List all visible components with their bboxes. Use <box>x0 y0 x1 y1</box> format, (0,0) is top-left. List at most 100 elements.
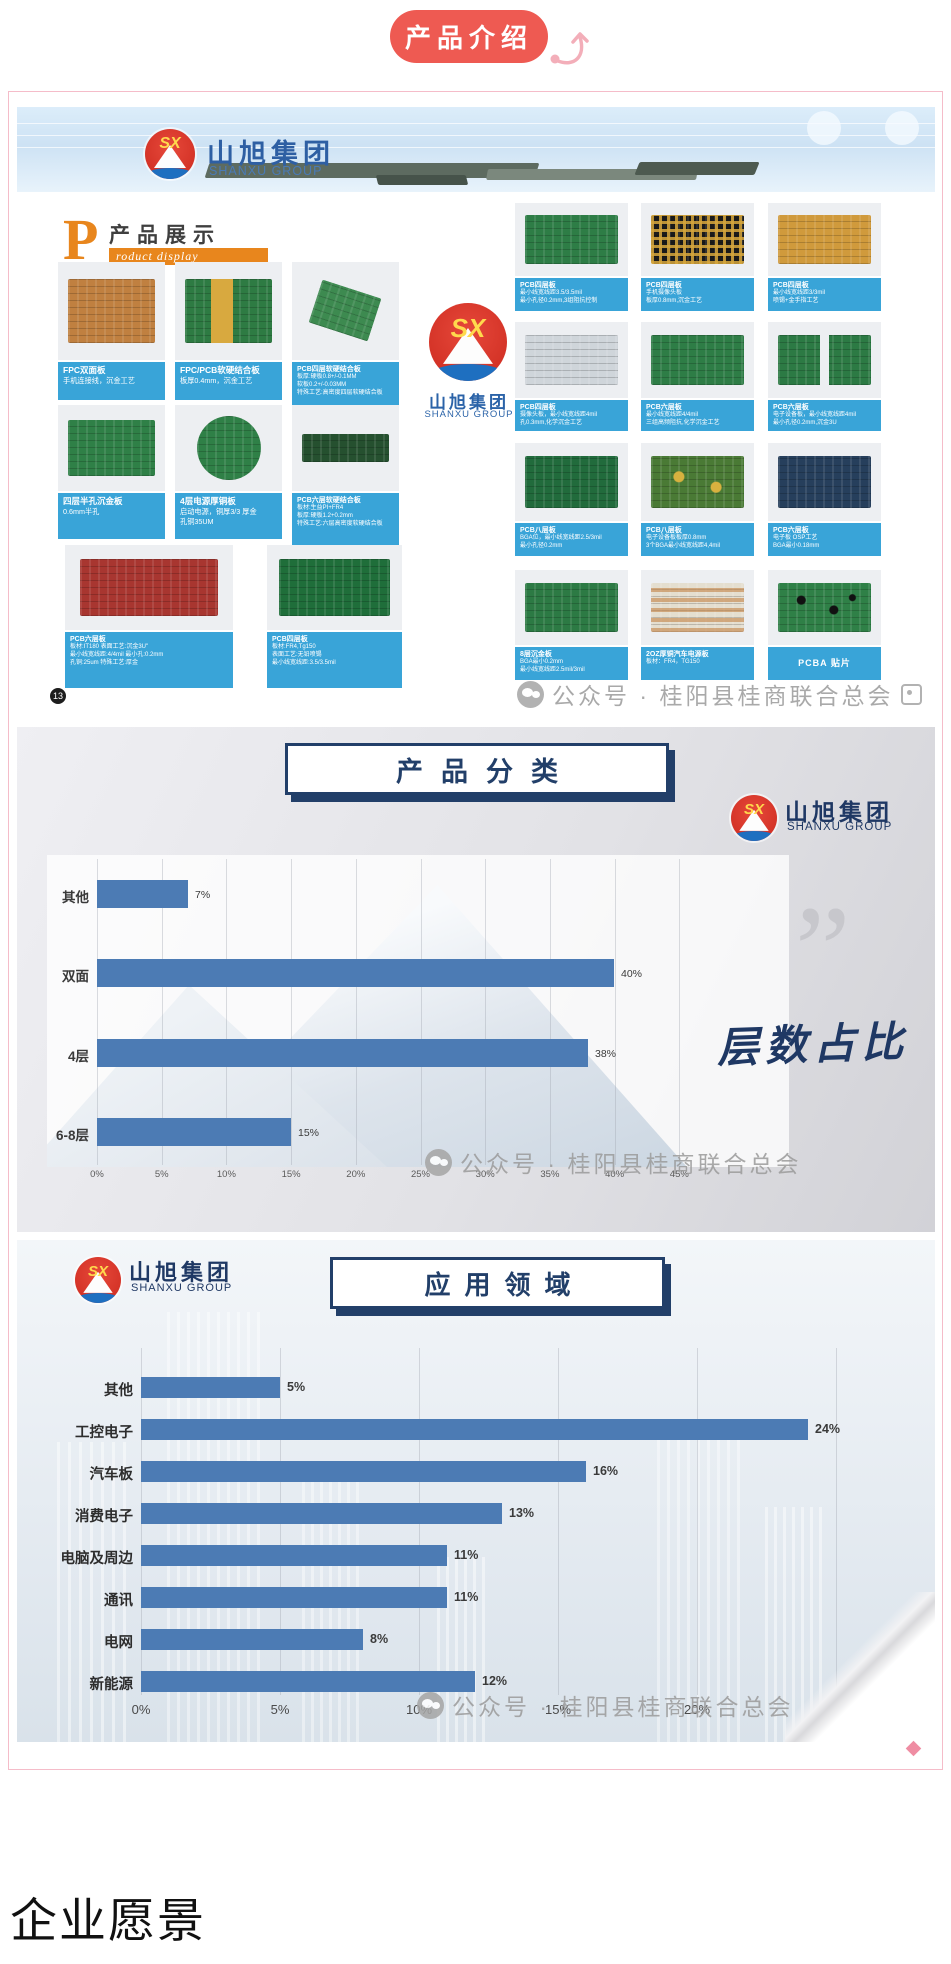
bar <box>141 1587 447 1608</box>
brand-name-cn: 山旭集团 <box>785 799 893 825</box>
value-label: 7% <box>195 889 211 901</box>
gold-green-board-photo <box>641 443 754 521</box>
dense-green-board-photo <box>515 443 628 521</box>
x-axis-tick: 0% <box>131 1702 151 1717</box>
category-label: 电脑及周边 <box>60 1551 134 1567</box>
category-label: 新能源 <box>89 1677 134 1693</box>
shanxu-logo-icon: SX <box>731 795 777 841</box>
gridline <box>291 859 293 1165</box>
category-label: 消费电子 <box>75 1509 133 1525</box>
x-axis-tick: 40% <box>605 1169 625 1180</box>
value-label: 40% <box>621 968 643 981</box>
gridline <box>355 859 357 1165</box>
building-silhouette <box>57 1442 127 1742</box>
vision-heading: 企业愿景 <box>10 1896 206 1948</box>
pink-diamond-decor <box>905 1740 922 1757</box>
chart-annotation: 层数占比 <box>716 1019 910 1073</box>
chart-title-banner: 应用领域 <box>330 1257 665 1309</box>
x-axis-tick: 30% <box>475 1169 495 1180</box>
two-green-boards-photo <box>768 322 881 398</box>
gridline <box>485 859 487 1165</box>
x-axis-tick: 20% <box>683 1702 711 1717</box>
gridline <box>836 1348 837 1695</box>
green-halfhole-board-photo <box>58 405 165 491</box>
article-content-frame: SX 山旭集团 SHANXU GROUP P 产品展示 roduct displ… <box>8 91 943 1770</box>
value-label: 5% <box>287 1380 306 1394</box>
gridline <box>420 859 422 1165</box>
blue-board-photo <box>768 443 881 521</box>
gridline <box>697 1348 698 1695</box>
application-field-chart-figure[interactable]: SX 山旭集团 SHANXU GROUP 应用领域 0%5%10%15%20%2… <box>17 1240 935 1742</box>
gold-finger-board-photo <box>768 203 881 276</box>
gridline <box>558 1348 559 1695</box>
bar <box>97 880 188 908</box>
product-card-label: PCB六层板 电子设备板，最小线宽线距4mil 最小孔径0.2mm,沉金3U <box>768 400 881 431</box>
shanxu-logo-icon: SX <box>429 303 507 381</box>
product-category-chart-figure[interactable]: 产品分类 SX 山旭集团 SHANXU GROUP 0% 5% 10% 15% 20% 2… <box>17 727 935 1232</box>
circuit-node-decor <box>807 111 841 145</box>
building-silhouette <box>657 1432 742 1742</box>
product-card-label: PCB四层板 摄像头板，最小线宽线距4mil 孔0.3mm,化学沉金工艺 <box>515 400 628 431</box>
chart-title-banner: 产品分类 <box>285 743 669 795</box>
gridline <box>226 859 228 1165</box>
product-card-label: FPC双面板 手机连接线，沉金工艺 <box>58 362 165 400</box>
green-board-photo <box>515 203 628 276</box>
section-title-initial: P <box>63 207 99 272</box>
watermark: 公众号 · 桂阳县桂商联合总会 <box>425 1145 801 1179</box>
brand-name-en: SHANXU GROUP <box>131 1282 233 1294</box>
page-number-badge: 13 <box>50 688 66 704</box>
round-power-board-photo <box>175 405 282 491</box>
product-card-label: PCB四层板 最小线宽线距3.5/3.5mil 最小孔径0.2mm,3组阻抗控制 <box>515 278 628 311</box>
bar <box>141 1503 502 1524</box>
x-axis-tick: 5% <box>154 1169 169 1180</box>
product-card-label: 8层沉金板 BGA最小0.2mm 最小线宽线距2.5mil/3mil <box>515 647 628 680</box>
value-label: 38% <box>595 1047 617 1060</box>
page-curl-decor <box>785 1592 935 1742</box>
value-label: 11% <box>454 1590 479 1604</box>
product-card-label: PCB六层板 板材:IT180 表面工艺:沉金3U" 最小线宽线距:4/4mil 最… <box>65 632 233 688</box>
value-label: 11% <box>454 1548 479 1562</box>
wechat-icon <box>517 680 544 708</box>
component-silhouette <box>634 162 760 175</box>
building-silhouette <box>302 1482 364 1742</box>
product-card-label: 四层半孔沉金板 0.6mm半孔 <box>58 493 165 539</box>
component-silhouette <box>375 175 469 185</box>
value-label: 8% <box>370 1632 389 1646</box>
category-label: 其他 <box>62 890 89 905</box>
eight-layer-gold-board-photo <box>515 570 628 645</box>
x-axis-tick: 10% <box>216 1169 236 1180</box>
watermark-badge-icon <box>901 683 923 705</box>
product-card-label: 4层电源厚铜板 启动电源，铜厚3/3 厚金 孔铜35UM <box>175 493 282 539</box>
brand-name-cn: 山旭集团 <box>129 1260 234 1285</box>
product-display-figure[interactable]: SX 山旭集团 SHANXU GROUP P 产品展示 roduct displ… <box>17 107 935 719</box>
product-card-label: PCB四层板 手机摄像头板 板厚0.8mm,沉金工艺 <box>641 278 754 311</box>
value-label: 16% <box>593 1464 619 1478</box>
bar <box>141 1461 586 1482</box>
product-card-label: PCB四层板 最小线宽线距3/3mil 喷锡+金手指工艺 <box>768 278 881 311</box>
product-card-label: PCBA 贴片 <box>768 647 881 680</box>
category-label: 电网 <box>104 1635 133 1651</box>
x-axis-tick: 20% <box>346 1169 366 1180</box>
fpc-orange-board-photo <box>58 262 165 360</box>
x-axis-tick: 15% <box>281 1169 301 1180</box>
product-card-label: PCB六层板 最小线宽线距4/4mil 三组高频阻抗,化学沉金工艺 <box>641 400 754 431</box>
gridline <box>549 859 551 1165</box>
product-card-label: PCB八层板 电子设备板板厚0.8mm 3个BGA最小线宽线距4,4mil <box>641 523 754 556</box>
value-label: 12% <box>482 1674 508 1688</box>
product-card-label: PCB六层软硬结合板 板材:生益PI+FR4 板厚:硬板1.2+0.2mm 特殊工艺:… <box>292 493 399 547</box>
curved-arrow-icon <box>550 32 589 65</box>
product-card-label: PCB六层板 电子板 OSP工艺 BGA最小0.18mm <box>768 523 881 556</box>
shanxu-logo-icon: SX <box>75 1257 121 1303</box>
bar <box>141 1671 475 1692</box>
value-label: 13% <box>509 1506 535 1520</box>
rigid-flex-green-board-photo <box>175 262 282 360</box>
x-axis-tick: 45% <box>669 1169 689 1180</box>
category-label: 双面 <box>62 969 89 985</box>
value-label: 15% <box>298 1126 320 1139</box>
green-module-board-photo <box>641 322 754 398</box>
bar <box>141 1377 280 1398</box>
product-intro-button[interactable]: 产品介绍 <box>390 10 548 63</box>
gridline <box>161 859 163 1165</box>
category-label: 工控电子 <box>75 1425 133 1441</box>
red-board-photo <box>65 545 233 630</box>
